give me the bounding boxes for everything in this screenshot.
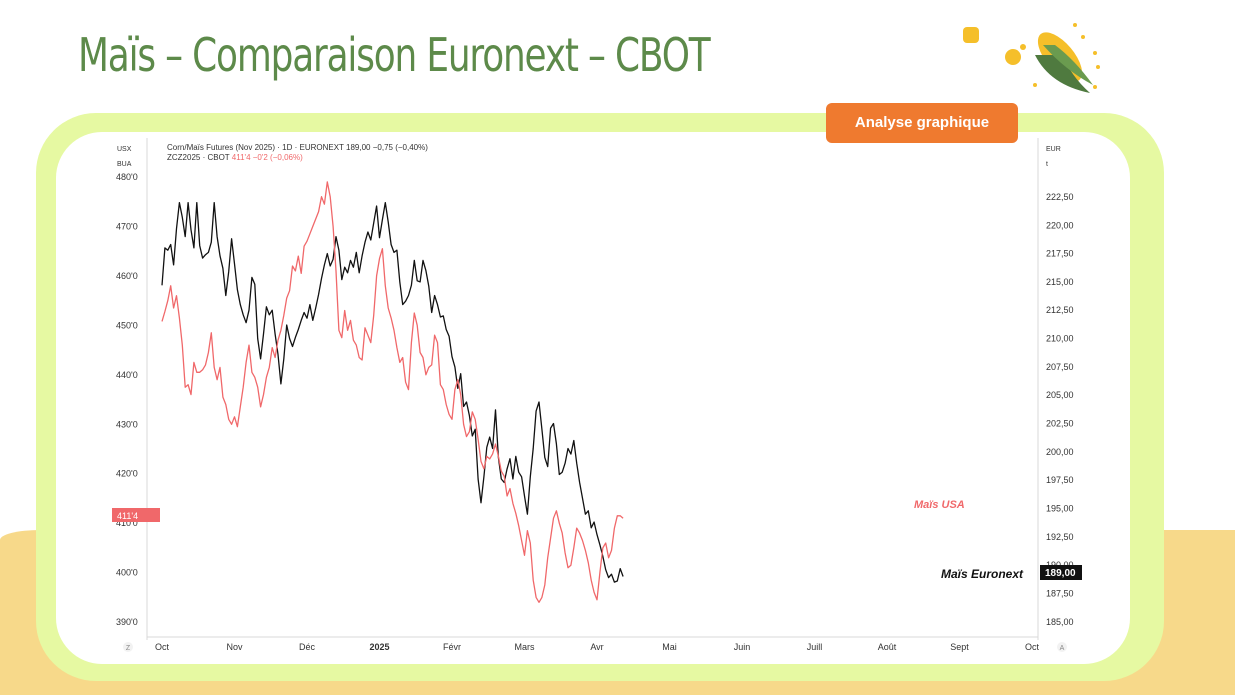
- left-axis-tick-label: 430'0: [116, 419, 138, 429]
- corner-left-marker: [123, 642, 133, 652]
- corner-left-label: Z: [126, 645, 131, 652]
- legend-cbot: ZCZ2025 · CBOT 411'4 −0'2 (−0,06%): [167, 153, 303, 162]
- right-axis-tick-label: 197,50: [1046, 475, 1074, 485]
- x-axis-tick-label: Mars: [515, 642, 535, 652]
- right-axis-tick-label: 187,50: [1046, 588, 1074, 598]
- x-axis-tick-label: Août: [878, 642, 897, 652]
- left-axis-tick-label: 400'0: [116, 568, 138, 578]
- series-line-mais-euronext: [161, 201, 624, 583]
- chart-panel: [56, 132, 1130, 664]
- right-axis-tick-label: 185,00: [1046, 617, 1074, 627]
- legend-euronext-name: Corn/Maïs Futures (Nov 2025) · 1D · EURO…: [167, 143, 344, 152]
- x-axis-tick-label: Févr: [443, 642, 461, 652]
- annotation-mais-usa: Maïs USA: [914, 499, 965, 511]
- x-axis-tick-label: Juin: [734, 642, 751, 652]
- x-axis-tick-label: Mai: [662, 642, 677, 652]
- right-axis-tick-label: 220,00: [1046, 220, 1074, 230]
- x-axis-tick-label: Nov: [226, 642, 243, 652]
- left-axis-tick-label: 460'0: [116, 271, 138, 281]
- right-axis-tick-label: 205,00: [1046, 390, 1074, 400]
- right-axis-tick-label: 212,50: [1046, 305, 1074, 315]
- left-axis-tick-label: 470'0: [116, 221, 138, 231]
- legend-euronext: Corn/Maïs Futures (Nov 2025) · 1D · EURO…: [167, 143, 428, 152]
- annotation-mais-euronext: Maïs Euronext: [941, 567, 1024, 581]
- left-axis-unit: BUA: [117, 161, 132, 168]
- corner-right-marker: [1057, 642, 1067, 652]
- series-line-mais-usa: [161, 181, 624, 603]
- left-axis-unit: USX: [117, 146, 132, 153]
- corn-logo-icon: [963, 23, 1100, 93]
- legend-euronext-values: 189,00 −0,75 (−0,40%): [346, 143, 428, 152]
- right-axis-tick-label: 200,00: [1046, 447, 1074, 457]
- x-axis-tick-label: Avr: [590, 642, 603, 652]
- left-current-value-label: 411'4: [117, 511, 138, 521]
- right-axis-tick-label: 207,50: [1046, 362, 1074, 372]
- right-axis-tick-label: 195,00: [1046, 504, 1074, 514]
- left-axis-tick-label: 410'0: [116, 518, 138, 528]
- right-axis-tick-label: 222,50: [1046, 192, 1074, 202]
- left-axis-tick-label: 480'0: [116, 172, 138, 182]
- legend-cbot-name: ZCZ2025 · CBOT: [167, 153, 230, 162]
- right-axis-tick-label: 210,00: [1046, 334, 1074, 344]
- right-axis-unit: t: [1046, 161, 1048, 168]
- analysis-badge: Analyse graphique: [826, 103, 1018, 143]
- left-axis-tick-label: 390'0: [116, 617, 138, 627]
- x-axis-tick-label: Oct: [155, 642, 170, 652]
- left-current-value-box: [112, 508, 160, 522]
- right-axis-tick-label: 192,50: [1046, 532, 1074, 542]
- corner-right-label: A: [1060, 645, 1065, 652]
- right-current-value-label: 189,00: [1045, 568, 1076, 579]
- right-axis-unit: EUR: [1046, 146, 1061, 153]
- x-axis-tick-label: Oct: [1025, 642, 1040, 652]
- right-axis-tick-label: 215,00: [1046, 277, 1074, 287]
- left-axis-tick-label: 420'0: [116, 469, 138, 479]
- page-title: Maïs – Comparaison Euronext – CBOT: [78, 28, 711, 82]
- right-axis-tick-label: 217,50: [1046, 249, 1074, 259]
- price-chart[interactable]: USX BUA 480'0 470'0 460'0 450'0 440'0 430'0 420'…: [110, 138, 1090, 658]
- x-axis-tick-label: Sept: [950, 642, 969, 652]
- left-axis-tick-label: 450'0: [116, 320, 138, 330]
- right-current-value-box: [1040, 565, 1082, 580]
- x-axis-tick-label: Déc: [299, 642, 316, 652]
- x-axis-tick-label: Juill: [807, 642, 823, 652]
- x-axis-tick-label: 2025: [369, 642, 389, 652]
- right-axis-tick-label: 202,50: [1046, 419, 1074, 429]
- left-axis-tick-label: 440'0: [116, 370, 138, 380]
- legend-cbot-values: 411'4 −0'2 (−0,06%): [231, 153, 303, 162]
